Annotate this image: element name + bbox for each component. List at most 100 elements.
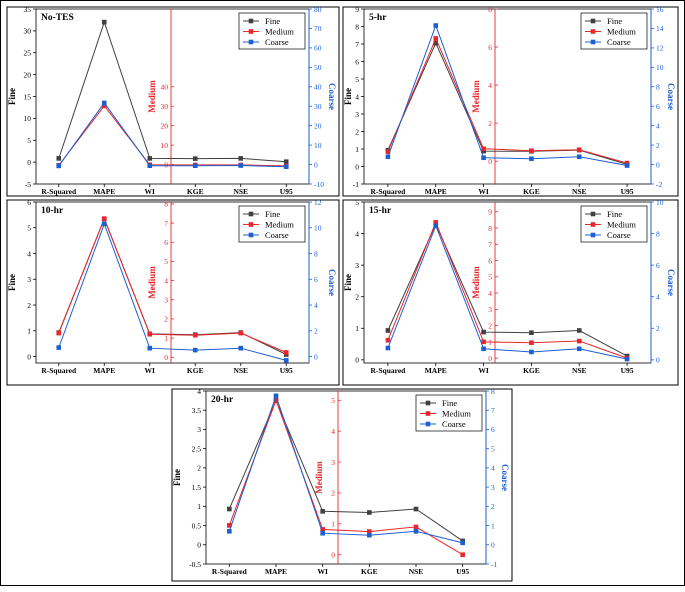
- series-marker-coarse: [227, 529, 232, 534]
- middle-tick-label: 2: [331, 489, 335, 498]
- left-tick-label: 3: [197, 425, 201, 434]
- series-line-coarse: [58, 222, 287, 361]
- legend-marker: [248, 211, 254, 217]
- left-tick-label: 0: [27, 352, 31, 361]
- series-marker-coarse: [367, 532, 372, 538]
- right-tick-label: -1: [491, 560, 497, 569]
- right-tick-label: 5: [491, 444, 495, 453]
- middle-tick-label: 1: [164, 334, 168, 343]
- right-tick-label: 2: [314, 327, 318, 336]
- legend-label: Coarse: [442, 419, 466, 429]
- middle-tick-label: 2: [164, 315, 168, 324]
- left-tick-label: 2: [355, 127, 359, 136]
- x-tick-label: NSE: [572, 187, 587, 196]
- series-marker-medium: [273, 397, 279, 403]
- right-tick-label: 2: [656, 324, 660, 333]
- series-marker-coarse: [481, 155, 486, 161]
- left-tick-label: 6: [27, 198, 31, 207]
- right-tick-label: 6: [656, 102, 660, 111]
- right-tick-label: 12: [314, 198, 322, 207]
- legend-marker: [590, 232, 596, 238]
- legend-label: Fine: [607, 16, 622, 26]
- left-tick-label: 30: [24, 27, 32, 36]
- x-tick-label: WI: [317, 567, 328, 576]
- series-marker-medium: [320, 527, 325, 532]
- left-axis-label: Fine: [343, 274, 353, 291]
- right-axis-label: Coarse: [500, 464, 510, 491]
- left-tick-label: 10: [24, 114, 32, 123]
- series-line-medium: [58, 104, 287, 167]
- legend-label: Medium: [265, 27, 294, 37]
- middle-tick-label: 4: [331, 427, 335, 436]
- legend-label: Medium: [607, 27, 636, 37]
- right-tick-label: 0: [314, 160, 318, 169]
- left-tick-label: 2.5: [192, 444, 202, 453]
- series-line-medium: [58, 217, 287, 353]
- series-marker-medium: [238, 330, 244, 336]
- middle-axis-label: Medium: [471, 80, 481, 113]
- left-tick-label: 0.5: [192, 521, 202, 530]
- panel-10-hr: 0123456Fine012345678Medium024681012Coars…: [6, 198, 340, 386]
- series-marker-fine: [56, 156, 62, 161]
- series-marker-medium: [283, 350, 289, 355]
- middle-tick-label: 2: [488, 321, 492, 330]
- x-tick-label: MAPE: [265, 567, 287, 576]
- x-tick-label: KGE: [187, 187, 204, 196]
- series-marker-coarse: [192, 163, 198, 169]
- left-tick-label: 5: [355, 75, 359, 84]
- left-tick-label: 3: [27, 275, 31, 284]
- left-tick-label: 0: [27, 158, 31, 167]
- series-marker-medium: [227, 523, 232, 528]
- left-tick-label: 3: [355, 110, 359, 119]
- series-marker-coarse: [624, 163, 630, 168]
- left-tick-label: -1: [353, 180, 359, 189]
- left-tick-label: 4: [355, 229, 359, 238]
- series-marker-fine: [238, 156, 244, 161]
- series-marker-coarse: [433, 23, 439, 28]
- series-marker-fine: [227, 506, 232, 512]
- right-tick-label: 0: [656, 356, 660, 365]
- middle-tick-label: 8: [164, 200, 168, 209]
- middle-tick-label: 4: [164, 276, 168, 285]
- series-marker-fine: [320, 509, 325, 514]
- right-tick-label: 4: [656, 121, 660, 130]
- series-line-coarse: [228, 394, 463, 544]
- panel-title: 10-hr: [41, 206, 64, 216]
- right-tick-label: 30: [314, 102, 322, 111]
- series-marker-medium: [147, 331, 153, 337]
- series-marker-medium: [367, 529, 372, 534]
- left-tick-label: 0: [355, 356, 359, 365]
- series-marker-coarse: [385, 345, 391, 351]
- legend-label: Fine: [607, 209, 622, 219]
- series-marker-coarse: [624, 356, 630, 362]
- left-tick-label: 4: [27, 249, 31, 258]
- series-marker-medium: [460, 552, 465, 558]
- right-tick-label: 10: [656, 63, 664, 72]
- x-tick-label: R-Squared: [370, 366, 406, 375]
- left-tick-label: 7: [355, 40, 359, 49]
- left-tick-label: 2: [355, 293, 359, 302]
- series-marker-coarse: [576, 154, 582, 160]
- left-tick-label: 0: [355, 162, 359, 171]
- series-marker-fine: [481, 329, 486, 335]
- right-tick-label: 8: [491, 387, 495, 396]
- middle-tick-label: 0: [488, 354, 492, 363]
- x-tick-label: R-Squared: [370, 187, 406, 196]
- series-marker-coarse: [576, 346, 582, 352]
- series-marker-coarse: [529, 349, 534, 355]
- right-tick-label: 50: [314, 63, 322, 72]
- series-marker-coarse: [101, 100, 107, 106]
- series-marker-coarse: [460, 540, 465, 546]
- middle-tick-label: 3: [164, 296, 168, 305]
- left-tick-label: 2: [197, 464, 201, 473]
- legend-marker: [590, 18, 596, 24]
- legend-marker: [590, 211, 596, 217]
- legend-marker: [248, 29, 254, 34]
- series-marker-fine: [529, 330, 534, 335]
- series-marker-coarse: [238, 345, 244, 351]
- right-tick-label: 20: [314, 121, 322, 130]
- series-marker-medium: [101, 103, 107, 109]
- panel-5-hr: -10123456789Fine02468Medium-202468101214…: [342, 5, 679, 197]
- left-tick-label: 15: [24, 92, 32, 101]
